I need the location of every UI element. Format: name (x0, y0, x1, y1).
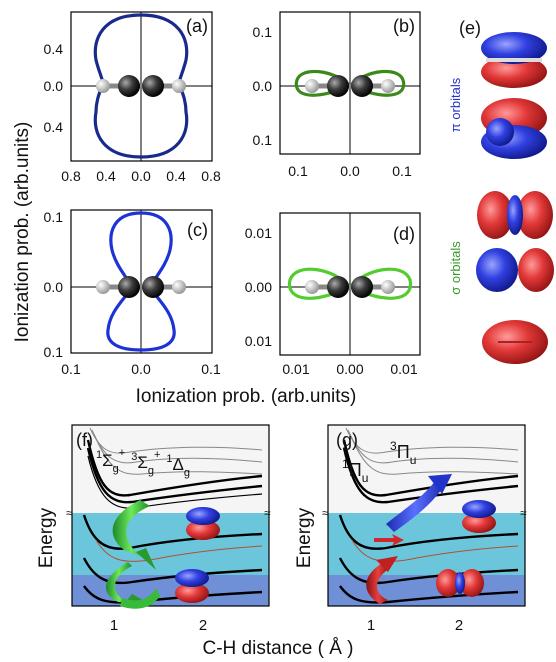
panel-c-xtick: 0.1 (61, 361, 81, 377)
panel-label-c: (c) (187, 220, 208, 240)
panel-g-xtick: 2 (455, 617, 463, 634)
svg-text:≈: ≈ (322, 506, 329, 520)
panel-f: ≈ ≈ 1Σg+ 3Σg+ 1Δg (f) Energy (36, 425, 271, 634)
y-axis-label: Ionization prob. (arb.units) (12, 122, 33, 343)
panel-b-ytick: 0.1 (253, 24, 273, 40)
pi-orbital-icon (186, 507, 220, 540)
panel-label-a: (a) (186, 16, 208, 36)
panel-label-f: (f) (76, 430, 93, 450)
panel-c: (c) 0.1 0.0 0.1 0.1 0.0 0.1 (44, 209, 221, 377)
panel-d-xtick: 0.00 (336, 361, 363, 377)
svg-text:≈: ≈ (66, 506, 73, 520)
pi-orbital-1-icon (481, 32, 547, 88)
sigma-orbital-icon (436, 569, 484, 597)
sigma-orbital-3-icon (482, 320, 548, 364)
panel-a-xtick: 0.4 (166, 168, 186, 184)
panel-d-ytick: 0.01 (245, 333, 272, 349)
panel-label-d: (d) (393, 224, 415, 244)
panel-d-ytick: 0.00 (245, 279, 272, 295)
panel-label-e: (e) (459, 18, 481, 38)
sigma-orbital-1-icon (477, 191, 553, 239)
svg-text:≈: ≈ (520, 506, 527, 520)
panel-a-ytick: 0.0 (44, 78, 64, 94)
panel-d: (d) 0.01 0.00 0.01 0.01 0.00 0.01 (245, 213, 420, 377)
panel-d-xtick: 0.01 (390, 361, 417, 377)
sigma-orbital-2-icon (476, 248, 554, 292)
bottom-x-axis-label: C-H distance ( Å ) (203, 638, 354, 659)
panel-b-xtick: 0.1 (392, 163, 412, 179)
panel-g-xtick: 1 (367, 617, 375, 634)
panel-c-ytick: 0.1 (44, 209, 64, 225)
pi-orbital-icon (175, 569, 209, 603)
svg-text:≈: ≈ (264, 506, 271, 520)
panel-a: (a) 0.4 0.0 0.4 0.8 0.4 0.0 0.4 0.8 (44, 12, 221, 184)
panel-b-ytick: 0.0 (253, 78, 273, 94)
panel-d-ytick: 0.01 (245, 225, 272, 241)
panel-g-y-label: Energy (294, 507, 315, 568)
panel-label-g: (g) (336, 430, 358, 450)
panel-d-xtick: 0.01 (282, 361, 309, 377)
x-axis-label: Ionization prob. (arb.units) (136, 386, 357, 407)
panel-c-xtick: 0.0 (131, 361, 151, 377)
panel-a-xtick: 0.8 (201, 168, 221, 184)
pi-orbital-2-icon (481, 98, 547, 159)
panel-b-xtick: 0.1 (288, 163, 308, 179)
panel-a-xtick: 0.4 (96, 168, 116, 184)
panel-c-ytick: 0.0 (44, 279, 64, 295)
sigma-orbitals-label: σ orbitals (448, 241, 463, 295)
panel-label-b: (b) (393, 16, 415, 36)
panel-f-xtick: 2 (199, 617, 207, 634)
panel-a-xtick: 0.0 (131, 168, 151, 184)
pi-orbital-icon (462, 500, 496, 533)
panel-f-y-label: Energy (36, 507, 57, 568)
panel-c-ytick: 0.1 (44, 344, 64, 360)
pi-orbitals-label: π orbitals (448, 77, 463, 132)
panel-e: (e) π orbitals σ orbitals (448, 18, 554, 364)
panel-f-xtick: 1 (110, 617, 118, 634)
panel-a-ytick: 0.4 (44, 41, 64, 57)
panel-a-xtick: 0.8 (61, 168, 81, 184)
panel-b-ytick: 0.1 (253, 132, 273, 148)
panel-g: ≈ ≈ 3Πu 1Πu (g) (294, 425, 527, 634)
panel-a-ytick: 0.4 (44, 119, 64, 135)
panel-c-xtick: 0.1 (201, 361, 221, 377)
panel-b: (b) 0.1 0.0 0.1 0.1 0.0 0.1 (253, 12, 420, 179)
panel-b-xtick: 0.0 (340, 163, 360, 179)
